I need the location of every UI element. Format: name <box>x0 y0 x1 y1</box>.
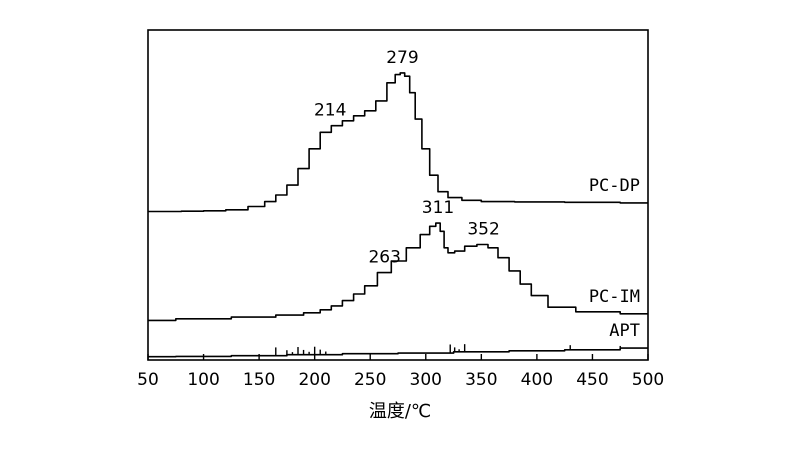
peak-label-311: 311 <box>422 198 454 218</box>
plot-frame <box>147 29 649 361</box>
x-tick-label: 500 <box>632 370 664 390</box>
series-label-pc-im: PC-IM <box>589 287 640 307</box>
series-line-pc-dp <box>148 72 648 213</box>
peak-labels: 214 279 263 311 352 <box>314 48 500 268</box>
x-axis-tick-labels: 50 100 150 200 250 300 350 400 450 500 <box>137 370 664 390</box>
x-axis-title: 温度/℃ <box>369 401 431 422</box>
x-tick-label: 450 <box>576 370 608 390</box>
series-labels: PC-DP PC-IM APT <box>589 176 640 341</box>
x-tick-label: 400 <box>521 370 553 390</box>
x-tick-label: 100 <box>187 370 219 390</box>
series-label-apt: APT <box>609 321 640 341</box>
x-tick-label: 350 <box>465 370 497 390</box>
peak-label-352: 352 <box>467 220 499 240</box>
x-tick-label: 250 <box>354 370 386 390</box>
peak-label-279: 279 <box>386 48 418 68</box>
x-axis-ticks <box>147 354 649 360</box>
x-tick-label: 300 <box>410 370 442 390</box>
x-tick-label: 50 <box>137 370 159 390</box>
series-line-apt <box>148 347 648 358</box>
series-label-pc-dp: PC-DP <box>589 176 640 196</box>
peak-label-214: 214 <box>314 101 346 121</box>
x-tick-label: 200 <box>298 370 330 390</box>
peak-label-263: 263 <box>368 248 400 268</box>
x-tick-label: 150 <box>243 370 275 390</box>
series-group <box>148 72 648 358</box>
series-line-pc-im <box>148 222 648 322</box>
